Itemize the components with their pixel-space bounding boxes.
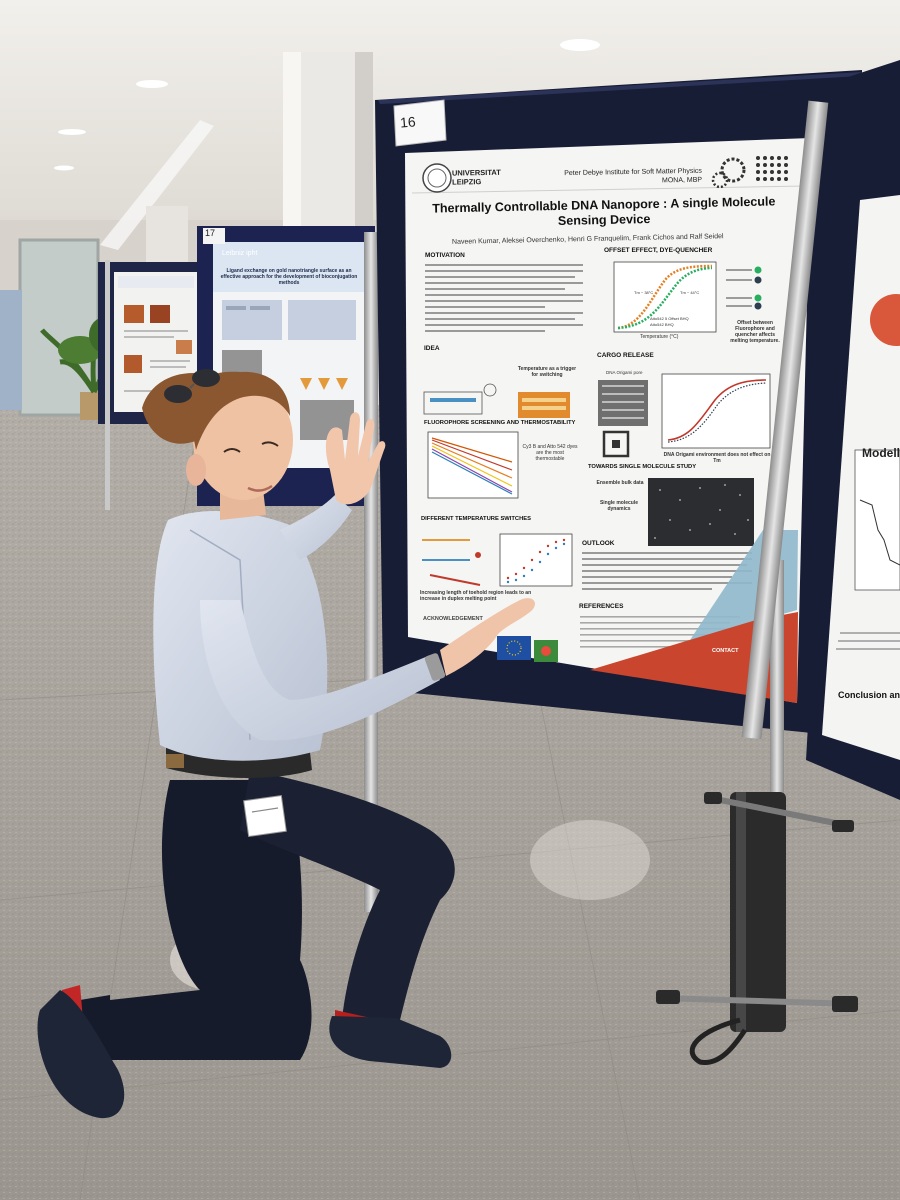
board-number-tag bbox=[393, 99, 447, 147]
eu-flag bbox=[497, 636, 531, 660]
chart-tm-b: Tm ~ 44°C bbox=[680, 290, 700, 295]
note-trigger: Temperature as a trigger for switching bbox=[517, 366, 577, 378]
ceiling-light bbox=[136, 80, 168, 88]
offset-chart bbox=[613, 261, 762, 333]
section-idea: IDEA bbox=[424, 345, 440, 352]
board-number-tag bbox=[203, 228, 225, 244]
right-poster-board bbox=[806, 60, 900, 800]
section-offset: OFFSET EFFECT, DYE-QUENCHER bbox=[604, 247, 713, 254]
section-fluorophore: FLUOROPHORE SCREENING AND THERMOSTABILIT… bbox=[424, 420, 576, 426]
name-badge bbox=[243, 794, 287, 838]
right-poster-conclusion: Conclusion and future bbox=[838, 690, 900, 700]
cargo-release bbox=[598, 373, 771, 458]
cargo-chart-title: DNA Origami pore bbox=[606, 370, 643, 375]
fluorophore-chart bbox=[427, 431, 519, 499]
ceiling-light bbox=[54, 165, 74, 171]
microscope-image bbox=[648, 478, 754, 546]
university-seal bbox=[422, 163, 452, 193]
idea-diagram bbox=[423, 383, 570, 418]
ceiling-light bbox=[58, 129, 86, 135]
right-poster-modelling: Modelling bbox=[862, 446, 900, 460]
section-motivation: MOTIVATION bbox=[425, 252, 465, 259]
side-poster-logo: Leibniz ipht bbox=[222, 250, 258, 257]
ceiling-light bbox=[560, 39, 600, 51]
section-references: REFERENCES bbox=[579, 603, 624, 610]
board-pole bbox=[105, 260, 110, 510]
neighbor-board-number: 17 bbox=[205, 228, 216, 238]
main-poster-board bbox=[375, 70, 862, 738]
side-poster-title: Ligand exchange on gold nanotriangle sur… bbox=[220, 268, 358, 286]
chart-legend-b: Atto542 BHQ bbox=[650, 322, 674, 327]
note-toehold: Increasing length of toehold region lead… bbox=[420, 590, 532, 602]
chart-legend-a: Atto542 5 Offset BHQ bbox=[650, 316, 689, 321]
section-towards: TOWARDS SINGLE MOLECULE STUDY bbox=[588, 464, 697, 470]
references-text bbox=[580, 616, 740, 648]
section-outlook: OUTLOOK bbox=[582, 540, 615, 547]
presenter bbox=[37, 369, 535, 1119]
outlook-text bbox=[582, 552, 752, 590]
section-switches: DIFFERENT TEMPERATURE SWITCHES bbox=[421, 516, 532, 522]
note-dyes: Cy3 B and Atto 542 dyes are the most the… bbox=[522, 444, 578, 462]
chart-xlabel: Temperature (°C) bbox=[640, 334, 679, 340]
section-acknowledgement: ACKNOWLEDGEMENT bbox=[423, 616, 483, 622]
board-pole bbox=[364, 232, 378, 912]
board-number: 16 bbox=[399, 113, 417, 131]
sunglasses bbox=[164, 369, 220, 403]
board-stand bbox=[656, 100, 858, 1065]
note-offset: Offset between Fluorophore and quencher … bbox=[730, 320, 780, 344]
university-name: UNIVERSITAT LEIPZIG bbox=[451, 167, 501, 187]
note-single: Single molecule dynamics bbox=[599, 500, 639, 512]
switches-diagram bbox=[422, 533, 573, 587]
institute-logo bbox=[711, 156, 788, 189]
chart-tm-a: Tm ~ 38°C bbox=[634, 290, 654, 295]
glass-door bbox=[18, 238, 100, 417]
skylight bbox=[100, 120, 214, 250]
note-ensemble: Ensemble bulk data bbox=[596, 480, 644, 486]
note-origami: DNA Origami environment does not effect … bbox=[663, 452, 771, 464]
institute-name: Peter Debye Institute for Soft Matter Ph… bbox=[552, 167, 702, 188]
poster-contact-red bbox=[590, 612, 798, 703]
section-cargo: CARGO RELEASE bbox=[597, 352, 654, 359]
motivation-text bbox=[425, 264, 583, 332]
section-contact: CONTACT bbox=[712, 648, 739, 654]
